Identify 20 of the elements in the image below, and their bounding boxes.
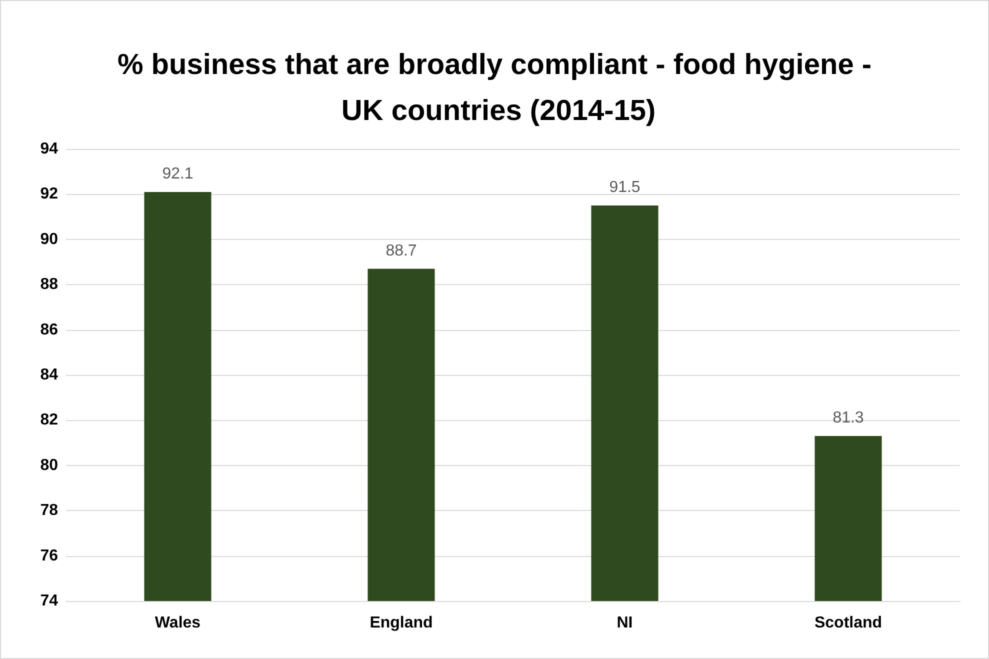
y-tick-label: 92	[40, 186, 58, 203]
y-tick-label: 88	[40, 276, 58, 294]
x-tick-label: England	[370, 614, 433, 632]
y-tick-label: 78	[40, 502, 58, 520]
y-tick-label: 80	[40, 456, 58, 474]
data-label: 92.1	[162, 165, 194, 182]
y-tick-label: 76	[40, 547, 58, 564]
chart-title: % business that are broadly compliant - food hygiene - UK countries (2014-15)	[117, 49, 872, 127]
data-label: 91.5	[609, 179, 640, 196]
data-label: 81.3	[832, 410, 864, 427]
y-tick-label: 82	[40, 412, 58, 429]
y-tick-label: 84	[40, 366, 58, 384]
y-tick-label: 74	[40, 592, 58, 610]
x-tick-label: Scotland	[814, 614, 882, 632]
x-tick-label: NI	[616, 614, 633, 632]
data-label: 88.7	[386, 242, 417, 260]
y-tick-label: 94	[40, 140, 58, 158]
x-tick-label: Wales	[154, 614, 201, 632]
y-tick-label: 90	[40, 230, 58, 248]
y-tick-label: 86	[40, 321, 58, 338]
